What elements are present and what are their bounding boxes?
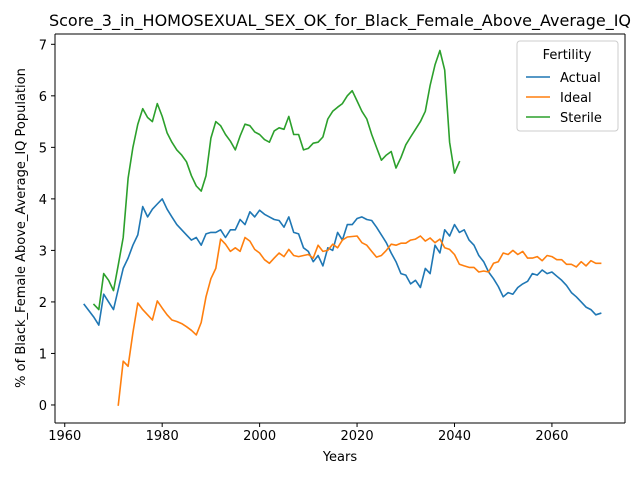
x-tick-label: 2040: [438, 429, 471, 444]
x-axis-ticks: 1960 1980 2000 2020 2040 2060: [48, 423, 568, 444]
series-line-ideal: [117, 235, 602, 406]
axes-frame: [54, 33, 626, 424]
x-tick-label: 1960: [48, 429, 81, 444]
y-tick-label: 5: [39, 141, 47, 156]
y-tick-label: 6: [39, 90, 47, 105]
y-tick-label: 0: [39, 399, 47, 414]
legend-title: Fertility: [543, 48, 592, 63]
x-axis-title: Years: [322, 450, 358, 465]
series-line-sterile: [92, 49, 461, 311]
x-tick-label: 2060: [535, 429, 568, 444]
x-tick-label: 2000: [243, 429, 276, 444]
y-axis-ticks: 0 1 2 3 4 5 6 7: [39, 38, 55, 414]
legend-frame: [516, 40, 619, 132]
y-axis-title: % of Black_Female Above_Average_IQ Popul…: [14, 68, 29, 388]
legend-label-actual: Actual: [560, 71, 601, 86]
legend-items: Actual Ideal Sterile: [526, 71, 602, 126]
legend: Fertility Actual Ideal Sterile: [516, 40, 619, 132]
x-tick-label: 1980: [146, 429, 179, 444]
y-tick-label: 3: [39, 244, 47, 259]
legend-label-sterile: Sterile: [560, 111, 602, 126]
y-tick-label: 7: [39, 38, 47, 53]
legend-label-ideal: Ideal: [560, 91, 592, 106]
series-line-actual: [83, 198, 602, 326]
y-tick-label: 1: [39, 347, 47, 362]
chart-title: Score_3_in_HOMOSEXUAL_SEX_OK_for_Black_F…: [49, 11, 631, 31]
series-layer: [83, 49, 602, 406]
x-tick-label: 2020: [341, 429, 374, 444]
y-tick-label: 4: [39, 193, 47, 208]
y-tick-label: 2: [39, 296, 47, 311]
